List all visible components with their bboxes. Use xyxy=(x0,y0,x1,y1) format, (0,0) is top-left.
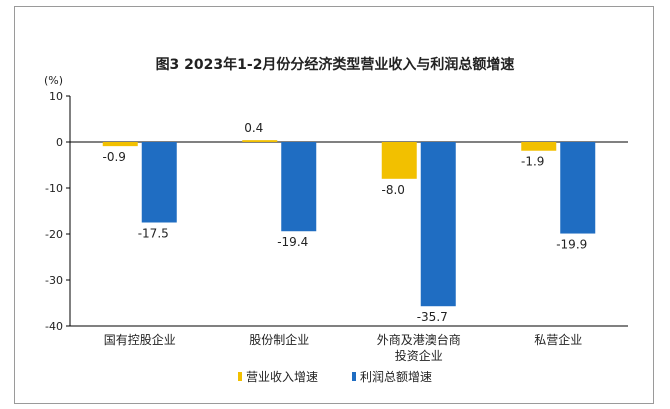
data-label-revenue: -1.9 xyxy=(521,155,544,169)
y-axis-unit: (%) xyxy=(44,74,64,87)
bar-profit xyxy=(281,142,317,232)
y-tick-label: -40 xyxy=(45,320,63,333)
x-tick-label: 股份制企业 xyxy=(249,332,309,347)
chart-frame xyxy=(14,6,654,404)
y-tick-label: -30 xyxy=(45,274,63,287)
x-tick-label: 投资企业 xyxy=(395,348,443,363)
data-label-revenue: -0.9 xyxy=(103,150,126,164)
data-label-revenue: 0.4 xyxy=(244,121,263,135)
data-label-profit: -35.7 xyxy=(417,310,448,324)
bar-profit xyxy=(141,142,177,223)
data-label-profit: -17.5 xyxy=(138,227,169,241)
data-label-profit: -19.4 xyxy=(277,235,308,249)
bar-revenue xyxy=(102,142,138,147)
legend: 营业收入增速 利润总额增速 xyxy=(0,368,670,385)
legend-item-profit: 利润总额增速 xyxy=(352,368,432,385)
chart-title: 图3 2023年1-2月份分经济类型营业收入与利润总额增速 xyxy=(155,57,515,73)
y-tick-label: -20 xyxy=(45,228,63,241)
legend-item-revenue: 营业收入增速 xyxy=(237,368,318,385)
bar-revenue xyxy=(381,142,417,179)
bar-revenue xyxy=(242,140,278,142)
x-tick-label: 外商及港澳台商 xyxy=(377,332,461,347)
bar-profit xyxy=(560,142,596,234)
x-tick-label: 私营企业 xyxy=(534,332,582,347)
bar-revenue xyxy=(521,142,557,151)
y-tick-label: -10 xyxy=(45,182,63,195)
bar-profit xyxy=(420,142,456,307)
x-tick-label: 国有控股企业 xyxy=(104,332,176,347)
legend-label-profit: 利润总额增速 xyxy=(360,370,433,384)
data-label-profit: -19.9 xyxy=(556,238,587,252)
data-label-revenue: -8.0 xyxy=(382,183,405,197)
legend-swatch-revenue xyxy=(237,372,242,381)
y-tick-label: 10 xyxy=(49,90,63,103)
legend-label-revenue: 营业收入增速 xyxy=(245,370,318,384)
legend-swatch-profit xyxy=(352,372,356,381)
y-tick-label: 0 xyxy=(56,136,63,149)
